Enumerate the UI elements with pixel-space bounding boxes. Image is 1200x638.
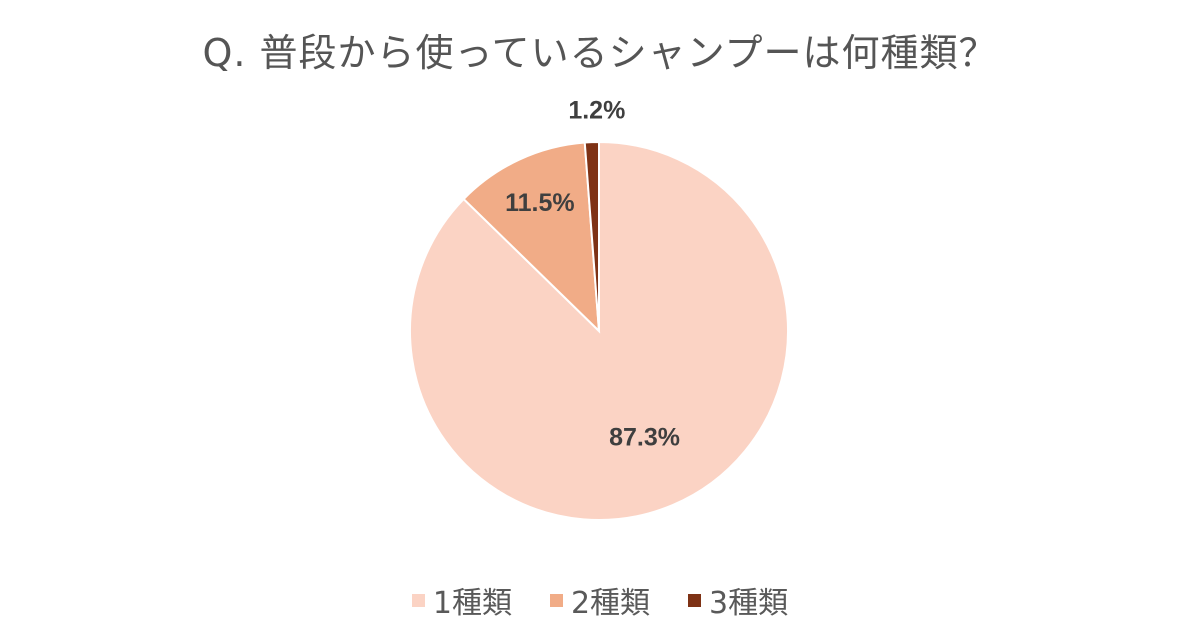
legend-label-1: 1種類 xyxy=(432,586,512,621)
pie-data-labels: 87.3% 11.5% 1.2% xyxy=(505,96,680,451)
chart-legend: 1種類 2種類 3種類 xyxy=(0,578,1200,622)
legend-swatch-1 xyxy=(411,593,425,607)
legend-label-2: 2種類 xyxy=(570,586,651,621)
pie-slices xyxy=(409,140,789,521)
legend-item-2: 2種類 xyxy=(549,578,651,622)
chart-title: Q. 普段から使っているシャンプーは何種類？ xyxy=(202,31,998,75)
legend-swatch-3 xyxy=(688,593,702,607)
pie-slice-3 xyxy=(583,140,600,332)
legend-swatch-2 xyxy=(549,593,563,607)
data-label-2: 11.5% xyxy=(505,189,575,217)
legend-item-3: 3種類 xyxy=(688,578,788,622)
legend-item-1: 1種類 xyxy=(411,578,512,622)
pie-slice-2 xyxy=(462,141,601,334)
data-label-3: 1.2% xyxy=(568,96,625,124)
data-label-1: 87.3% xyxy=(609,424,680,452)
legend-label-3: 3種類 xyxy=(709,586,789,621)
